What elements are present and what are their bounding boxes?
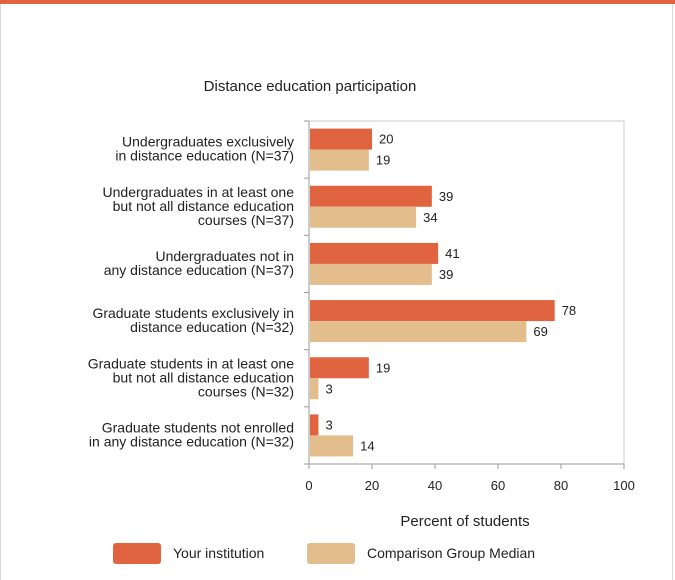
x-tick-label: 80 xyxy=(554,478,568,493)
bar-your-institution xyxy=(310,300,555,322)
category-label: Graduate students exclusively in distance… xyxy=(92,305,294,335)
plot-area: 0 20 40 60 80 100 Undergraduates exclusively in… xyxy=(88,120,635,493)
bar-your-institution xyxy=(310,357,369,379)
bar-value-label: 19 xyxy=(376,153,390,168)
bar-value-label: 3 xyxy=(325,417,332,432)
legend-label-your-institution: Your institution xyxy=(173,545,264,561)
bar-value-label: 34 xyxy=(423,210,437,225)
bar-comparison-median xyxy=(310,378,319,400)
bar-your-institution xyxy=(310,128,372,150)
category-label: Graduate students not enrolled in any dis… xyxy=(89,419,294,449)
x-axis-title: Percent of students xyxy=(400,513,529,530)
x-tick-label: 20 xyxy=(365,478,379,493)
bar-value-label: 41 xyxy=(445,246,459,261)
bar-your-institution xyxy=(310,185,432,207)
category-label: Undergraduates exclusively in distance ed… xyxy=(115,134,294,164)
bar-comparison-median xyxy=(310,206,417,228)
bar-value-label: 19 xyxy=(376,360,390,375)
x-tick-label: 60 xyxy=(491,478,505,493)
x-tick-label: 40 xyxy=(428,478,442,493)
category-label: Graduate students in at least one but not… xyxy=(88,355,294,399)
bar-your-institution xyxy=(310,414,319,436)
panel-accent-bar xyxy=(0,0,675,4)
bar-value-label: 3 xyxy=(325,381,332,396)
bar-value-label: 14 xyxy=(360,438,374,453)
legend: Your institution Comparison Group Median xyxy=(113,543,535,564)
bar-comparison-median xyxy=(310,263,432,285)
bar-value-label: 39 xyxy=(439,189,453,204)
bar-value-label: 20 xyxy=(379,132,393,147)
bar-value-label: 69 xyxy=(533,324,547,339)
legend-label-comparison-median: Comparison Group Median xyxy=(367,545,535,561)
category-label: Undergraduates not in any distance educat… xyxy=(104,248,294,278)
x-tick-label: 100 xyxy=(613,478,635,493)
legend-swatch-comparison-median xyxy=(307,543,355,564)
bar-your-institution xyxy=(310,242,439,264)
category-label: Undergraduates in at least one but not al… xyxy=(103,184,295,228)
bar-value-label: 78 xyxy=(562,303,576,318)
bar-comparison-median xyxy=(310,321,527,343)
x-tick-label: 0 xyxy=(305,478,312,493)
bar-value-label: 39 xyxy=(439,267,453,282)
legend-swatch-your-institution xyxy=(113,543,161,564)
chart-title: Distance education participation xyxy=(204,78,417,95)
bar-comparison-median xyxy=(310,149,369,171)
bar-comparison-median xyxy=(310,435,354,457)
